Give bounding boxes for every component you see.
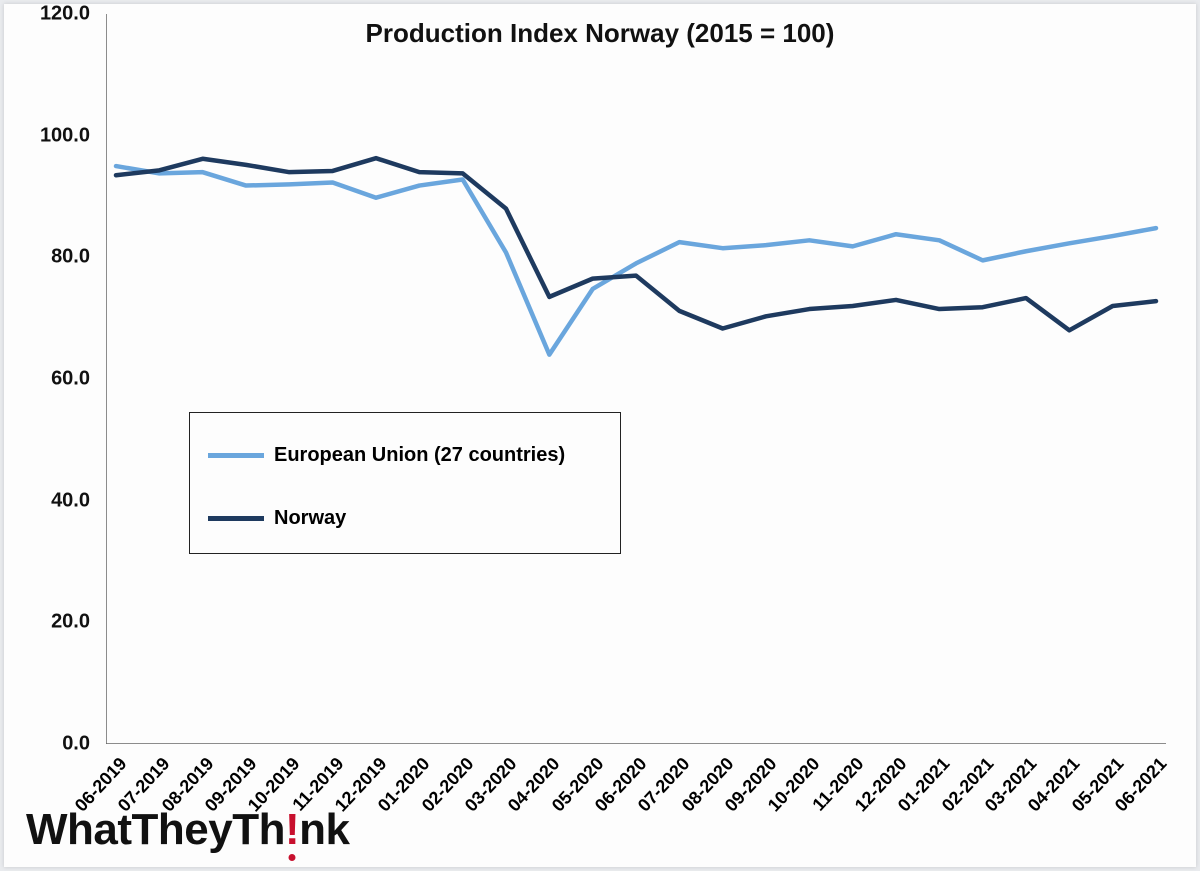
legend-swatch-eu — [208, 453, 264, 458]
plot-area — [106, 14, 1166, 744]
y-tick-label: 0.0 — [10, 733, 90, 756]
y-tick-label: 80.0 — [10, 246, 90, 269]
brand-bang-icon: ! — [285, 805, 299, 855]
brand-text-after: nk — [299, 805, 349, 854]
y-tick-label: 120.0 — [10, 3, 90, 26]
legend-swatch-norway — [208, 516, 264, 521]
legend-row-norway: Norway — [208, 507, 346, 530]
legend-box — [189, 412, 621, 554]
brand-text-before: WhatTheyTh — [26, 805, 285, 854]
y-tick-label: 40.0 — [10, 489, 90, 512]
chart-frame: Production Index Norway (2015 = 100) 0.0… — [4, 4, 1196, 867]
y-tick-label: 20.0 — [10, 611, 90, 634]
y-tick-label: 60.0 — [10, 368, 90, 391]
legend-label-norway: Norway — [274, 507, 346, 530]
plot-svg — [106, 14, 1166, 744]
legend-row-eu: European Union (27 countries) — [208, 444, 565, 467]
brand-logo: WhatTheyTh!nk — [26, 805, 350, 855]
legend-label-eu: European Union (27 countries) — [274, 444, 565, 467]
y-tick-label: 100.0 — [10, 124, 90, 147]
